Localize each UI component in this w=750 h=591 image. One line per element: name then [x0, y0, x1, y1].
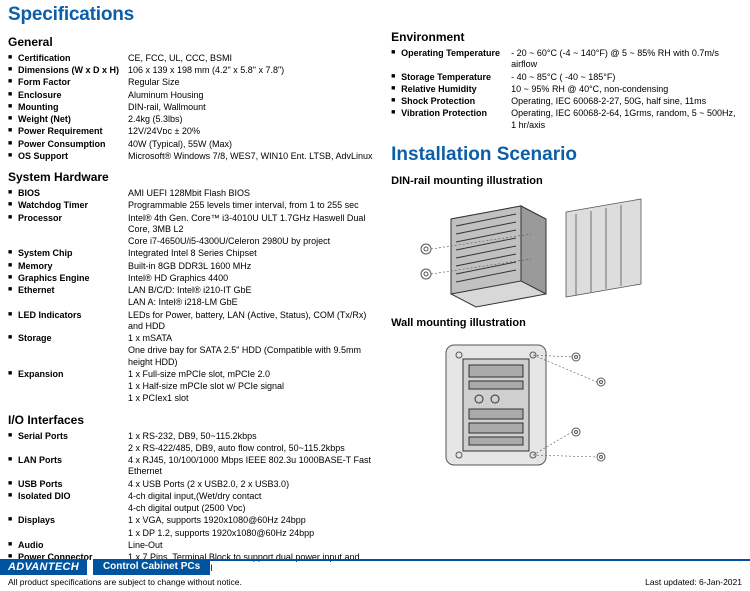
wall-mount-illustration — [391, 337, 651, 472]
label-enclosure: Enclosure — [18, 90, 128, 101]
section-io: I/O Interfaces — [8, 413, 373, 428]
label-serial: Serial Ports — [18, 431, 128, 442]
value-serial: 1 x RS-232, DB9, 50~115.2kbps — [128, 431, 373, 442]
installation-title: Installation Scenario — [391, 143, 742, 167]
value-humidity: 10 ~ 95% RH @ 40°C, non-condensing — [511, 84, 742, 95]
value-shock: Operating, IEC 60068-2-27, 50G, half sin… — [511, 96, 742, 107]
value-weight: 2.4kg (5.3lbs) — [128, 114, 373, 125]
section-environment: Environment — [391, 30, 742, 45]
label-bios: BIOS — [18, 188, 128, 199]
value-displays-2: 1 x DP 1.2, supports 1920x1080@60Hz 24bp… — [128, 528, 373, 539]
value-usb: 4 x USB Ports (2 x USB2.0, 2 x USB3.0) — [128, 479, 373, 490]
label-humidity: Relative Humidity — [401, 84, 511, 95]
label-weight: Weight (Net) — [18, 114, 128, 125]
value-dio: 4-ch digital input,(Wet/dry contact — [128, 491, 373, 502]
din-rail-illustration — [391, 194, 651, 309]
footer-notice: All product specifications are subject t… — [8, 577, 242, 588]
label-lan: LAN Ports — [18, 455, 128, 466]
label-memory: Memory — [18, 261, 128, 272]
label-storage: Storage — [18, 333, 128, 344]
value-ethernet: LAN B/C/D: Intel® i210-IT GbE — [128, 285, 373, 296]
advantech-logo: ADVANTECH — [0, 559, 87, 575]
value-op-temp: - 20 ~ 60°C (-4 ~ 140°F) @ 5 ~ 85% RH wi… — [511, 48, 742, 71]
value-displays: 1 x VGA, supports 1920x1080@60Hz 24bpp — [128, 515, 373, 526]
value-storage-2: One drive bay for SATA 2.5" HDD (Compati… — [128, 345, 373, 368]
label-dimensions: Dimensions (W x D x H) — [18, 65, 128, 76]
value-graphics: Intel® HD Graphics 4400 — [128, 273, 373, 284]
value-certification: CE, FCC, UL, CCC, BSMI — [128, 53, 373, 64]
illus-wall-title: Wall mounting illustration — [391, 317, 742, 331]
label-dio: Isolated DIO — [18, 491, 128, 502]
label-shock: Shock Protection — [401, 96, 511, 107]
value-led: LEDs for Power, battery, LAN (Active, St… — [128, 310, 373, 333]
label-op-temp: Operating Temperature — [401, 48, 511, 59]
value-memory: Built-in 8GB DDR3L 1600 MHz — [128, 261, 373, 272]
label-processor: Processor — [18, 213, 128, 224]
label-watchdog: Watchdog Timer — [18, 200, 128, 211]
value-storage-temp: - 40 ~ 85°C ( -40 ~ 185°F) — [511, 72, 742, 83]
value-processor-2: Core i7-4650U/i5-4300U/Celeron 2980U by … — [128, 236, 373, 247]
label-ethernet: Ethernet — [18, 285, 128, 296]
value-storage: 1 x mSATA — [128, 333, 373, 344]
value-dio-2: 4-ch digital output (2500 Vᴅᴄ) — [128, 503, 373, 514]
value-lan: 4 x RJ45, 10/100/1000 Mbps IEEE 802.3u 1… — [128, 455, 373, 478]
value-watchdog: Programmable 255 levels timer interval, … — [128, 200, 373, 211]
label-form-factor: Form Factor — [18, 77, 128, 88]
label-usb: USB Ports — [18, 479, 128, 490]
value-chip: Integrated Intel 8 Series Chipset — [128, 248, 373, 259]
section-general: General — [8, 35, 373, 50]
label-storage-temp: Storage Temperature — [401, 72, 511, 83]
section-hardware: System Hardware — [8, 170, 373, 185]
value-mounting: DIN-rail, Wallmount — [128, 102, 373, 113]
footer-updated: Last updated: 6-Jan-2021 — [645, 577, 742, 588]
footer-category: Control Cabinet PCs — [93, 559, 210, 575]
label-expansion: Expansion — [18, 369, 128, 380]
label-graphics: Graphics Engine — [18, 273, 128, 284]
label-power-cons: Power Consumption — [18, 139, 128, 150]
label-mounting: Mounting — [18, 102, 128, 113]
value-bios: AMI UEFI 128Mbit Flash BIOS — [128, 188, 373, 199]
value-dimensions: 106 x 139 x 198 mm (4.2" x 5.8" x 7.8") — [128, 65, 373, 76]
label-displays: Displays — [18, 515, 128, 526]
value-os: Microsoft® Windows 7/8, WES7, WIN10 Ent.… — [128, 151, 373, 162]
label-led: LED Indicators — [18, 310, 128, 321]
label-audio: Audio — [18, 540, 128, 551]
label-certification: Certification — [18, 53, 128, 64]
value-vibration: Operating, IEC 60068-2-64, 1Grms, random… — [511, 108, 742, 131]
label-vibration: Vibration Protection — [401, 108, 511, 119]
value-form-factor: Regular Size — [128, 77, 373, 88]
specifications-title: Specifications — [8, 3, 373, 27]
value-power-cons: 40W (Typical), 55W (Max) — [128, 139, 373, 150]
page-footer: ADVANTECH Control Cabinet PCs All produc… — [0, 559, 750, 591]
label-power-req: Power Requirement — [18, 126, 128, 137]
value-power-req: 12V/24Vᴅᴄ ± 20% — [128, 126, 373, 137]
value-expansion: 1 x Full-size mPCIe slot, mPCIe 2.0 — [128, 369, 373, 380]
value-ethernet-2: LAN A: Intel® i218-LM GbE — [128, 297, 373, 308]
value-expansion-3: 1 x PCIex1 slot — [128, 393, 373, 404]
value-expansion-2: 1 x Half-size mPCIe slot w/ PCIe signal — [128, 381, 373, 392]
value-serial-2: 2 x RS-422/485, DB9, auto flow control, … — [128, 443, 373, 454]
bullet: ■ — [8, 53, 18, 64]
value-audio: Line-Out — [128, 540, 373, 551]
label-chip: System Chip — [18, 248, 128, 259]
label-os: OS Support — [18, 151, 128, 162]
value-processor: Intel® 4th Gen. Core™ i3-4010U ULT 1.7GH… — [128, 213, 373, 236]
value-enclosure: Aluminum Housing — [128, 90, 373, 101]
illus-din-title: DIN-rail mounting illustration — [391, 175, 742, 189]
